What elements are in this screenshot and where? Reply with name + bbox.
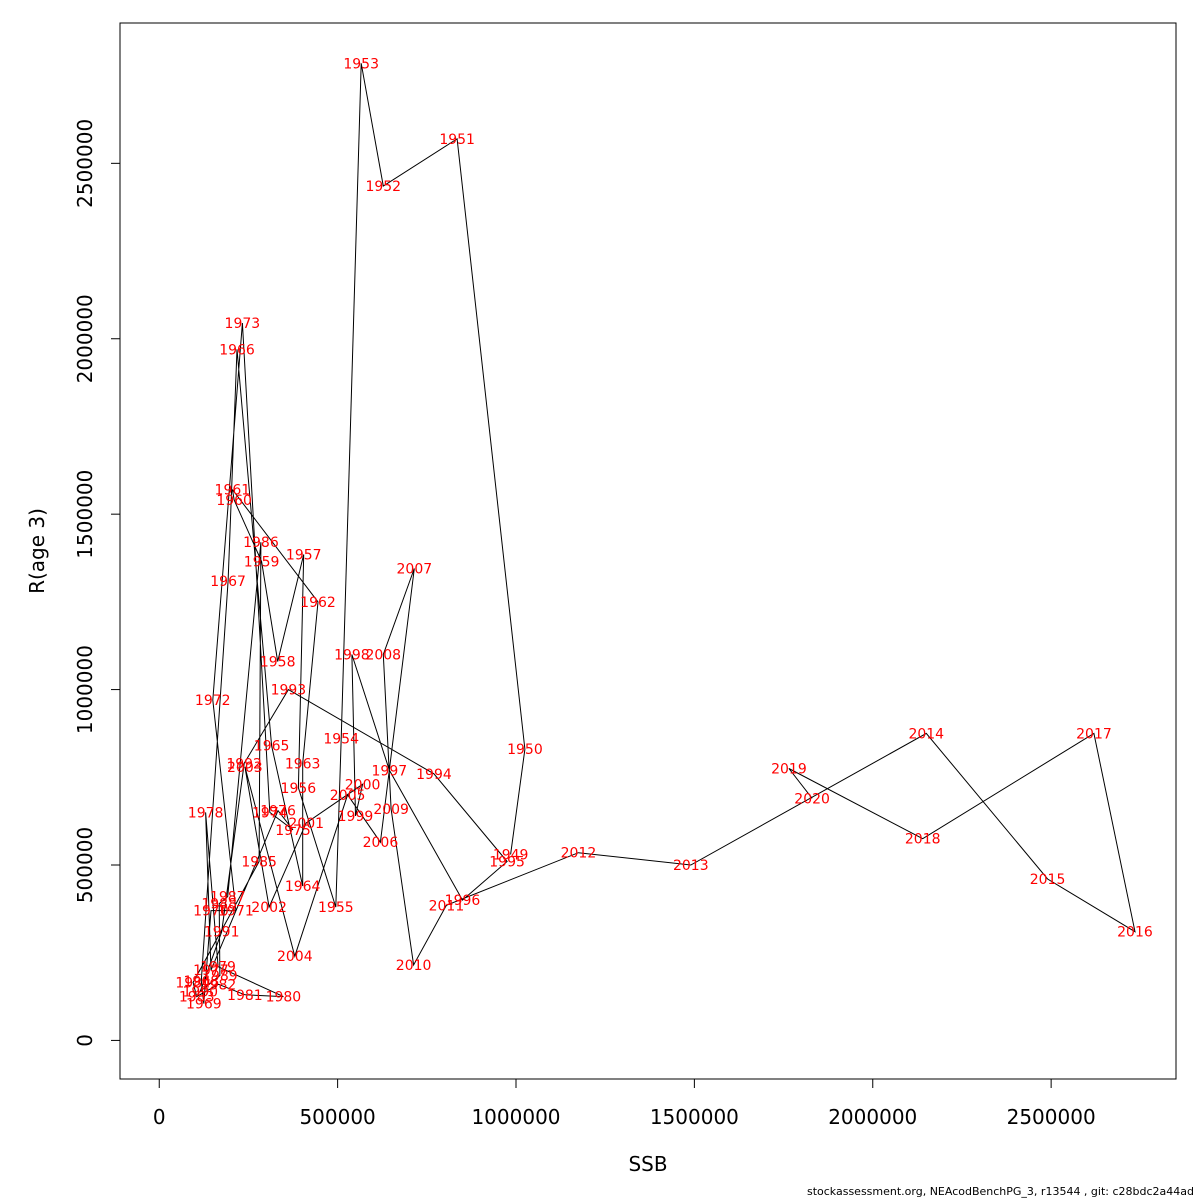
point-label-2009: 2009 (373, 802, 409, 818)
point-label-1988: 1988 (201, 897, 237, 913)
point-label-1966: 1966 (219, 342, 255, 358)
point-label-1995: 1995 (489, 854, 525, 870)
point-label-1954: 1954 (323, 732, 359, 748)
point-label-2007: 2007 (397, 562, 433, 578)
series-line (192, 63, 1136, 1004)
point-label-1991: 1991 (204, 925, 240, 941)
point-label-1964: 1964 (285, 879, 321, 895)
x-tick-label: 1000000 (471, 1105, 560, 1129)
y-tick-label: 500000 (73, 827, 97, 903)
point-label-1984: 1984 (175, 976, 211, 992)
point-label-2012: 2012 (561, 846, 597, 862)
point-label-1950: 1950 (507, 742, 543, 758)
point-label-1949: 1949 (493, 847, 529, 863)
point-label-1993: 1993 (271, 683, 307, 699)
point-label-1998: 1998 (334, 647, 370, 663)
point-label-2003: 2003 (227, 760, 263, 776)
footer-text: stockassessment.org, NEAcodBenchPG_3, r1… (806, 1185, 1194, 1198)
point-label-1951: 1951 (439, 132, 475, 148)
point-label-1971: 1971 (218, 904, 254, 920)
axes: 0 500000 1000000 1500000 2000000 2500000 0 5000… (73, 119, 1096, 1129)
point-label-1982: 1982 (201, 977, 237, 993)
point-label-1972: 1972 (195, 693, 231, 709)
point-label-2017: 2017 (1076, 726, 1112, 742)
point-label-1992: 1992 (226, 756, 262, 772)
point-label-1967: 1967 (210, 574, 246, 590)
point-label-1986: 1986 (243, 535, 279, 551)
point-label-1990: 1990 (182, 984, 218, 1000)
y-tick-label: 2000000 (73, 294, 97, 383)
point-label-2000: 2000 (345, 777, 381, 793)
point-label-1953: 1953 (343, 56, 379, 72)
point-label-1955: 1955 (318, 900, 354, 916)
y-tick-label: 2500000 (73, 119, 97, 208)
point-label-1969: 1969 (186, 997, 222, 1013)
point-label-1976: 1976 (260, 804, 296, 820)
point-labels: 1949 1950 1951 1952 1953 1954 1955 1956 1957 1958… (175, 56, 1153, 1012)
point-label-1957: 1957 (286, 548, 322, 564)
point-label-1965: 1965 (254, 739, 290, 755)
point-label-1968: 1968 (184, 974, 220, 990)
point-label-1974: 1974 (252, 805, 288, 821)
point-label-2019: 2019 (771, 762, 807, 778)
x-axis-title: SSB (628, 1152, 667, 1176)
point-label-1999: 1999 (338, 809, 374, 825)
point-label-1985: 1985 (241, 854, 277, 870)
point-label-2008: 2008 (365, 647, 401, 663)
point-label-1994: 1994 (416, 767, 452, 783)
point-label-1980: 1980 (266, 990, 302, 1006)
x-tick-label: 500000 (299, 1105, 375, 1129)
point-label-1997: 1997 (372, 763, 408, 779)
point-label-1977: 1977 (193, 963, 229, 979)
point-label-2001: 2001 (288, 816, 324, 832)
point-label-1996: 1996 (445, 893, 481, 909)
y-axis-title: R(age 3) (25, 508, 49, 594)
point-label-2005: 2005 (330, 788, 366, 804)
point-label-1952: 1952 (365, 179, 401, 195)
point-label-1970: 1970 (193, 904, 229, 920)
point-label-1958: 1958 (260, 655, 296, 671)
y-tick-label: 1500000 (73, 470, 97, 559)
point-label-2015: 2015 (1030, 872, 1066, 888)
point-label-2010: 2010 (396, 958, 432, 974)
point-label-1959: 1959 (244, 555, 280, 571)
x-tick-label: 2000000 (828, 1105, 917, 1129)
y-tick-label: 1000000 (73, 645, 97, 734)
point-label-1961: 1961 (215, 483, 251, 499)
point-label-1960: 1960 (216, 493, 252, 509)
point-label-1989: 1989 (202, 969, 238, 985)
point-label-2014: 2014 (908, 726, 944, 742)
point-label-2002: 2002 (251, 900, 287, 916)
point-label-2006: 2006 (363, 835, 399, 851)
y-tick-label: 0 (73, 1034, 97, 1047)
x-tick-label: 1500000 (650, 1105, 739, 1129)
point-label-1962: 1962 (300, 595, 336, 611)
point-label-1981: 1981 (227, 988, 263, 1004)
x-tick-label: 2500000 (1007, 1105, 1096, 1129)
point-label-1973: 1973 (225, 316, 261, 332)
point-label-1978: 1978 (188, 805, 224, 821)
x-tick-label: 0 (153, 1105, 166, 1129)
point-label-2016: 2016 (1117, 925, 1153, 941)
point-label-1956: 1956 (281, 781, 317, 797)
point-label-2018: 2018 (905, 832, 941, 848)
point-label-1987: 1987 (210, 890, 246, 906)
point-label-1983: 1983 (179, 990, 215, 1006)
point-label-1979: 1979 (200, 960, 236, 976)
point-label-1975: 1975 (275, 823, 311, 839)
point-label-1963: 1963 (285, 756, 321, 772)
point-label-2020: 2020 (794, 791, 830, 807)
point-label-2004: 2004 (277, 949, 313, 965)
point-label-2011: 2011 (429, 898, 465, 914)
point-label-2013: 2013 (673, 858, 709, 874)
